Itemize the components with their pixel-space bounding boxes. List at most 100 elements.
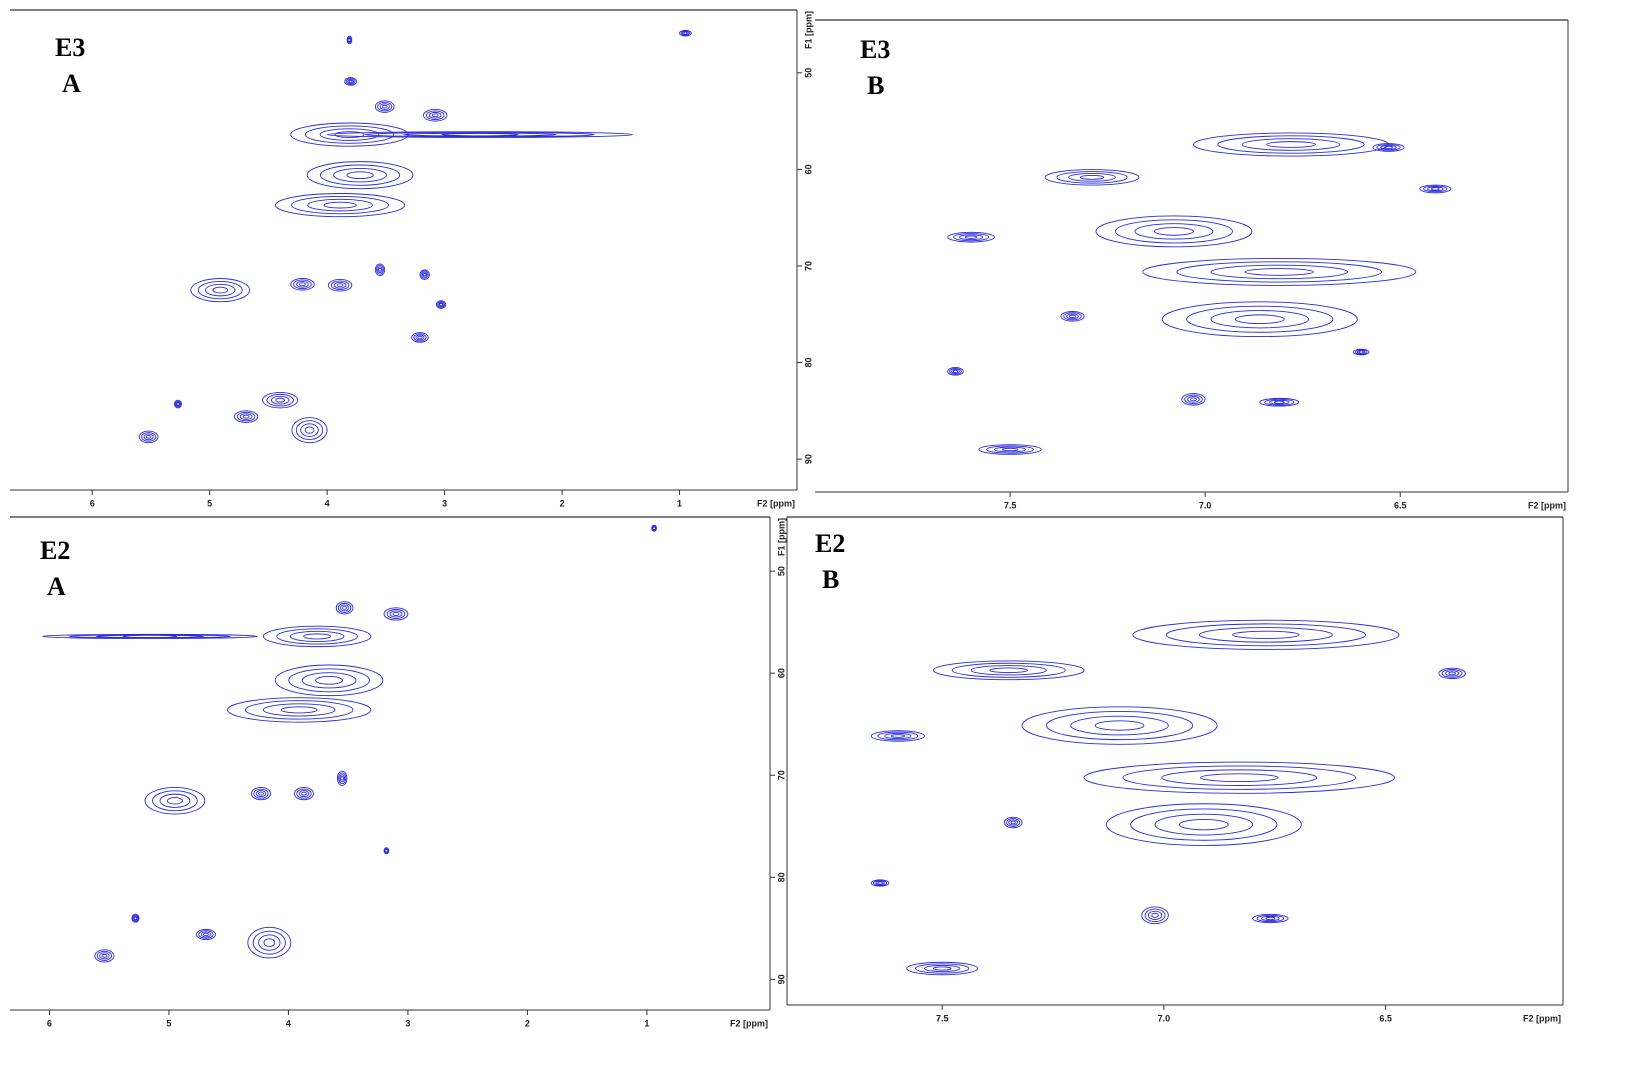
peak: [1259, 397, 1300, 407]
panel-label: E2: [815, 529, 845, 558]
contour: [239, 413, 253, 420]
contour: [1259, 397, 1300, 407]
contour: [376, 265, 384, 275]
contour: [293, 787, 314, 801]
contour: [1021, 706, 1218, 745]
contour: [345, 78, 356, 85]
contour: [1200, 773, 1279, 783]
peak: [1083, 761, 1395, 794]
contour: [1198, 627, 1333, 643]
contour: [291, 417, 328, 444]
x-tick-label: 7.5: [1004, 500, 1017, 510]
contour: [652, 526, 657, 530]
peak: [250, 787, 271, 801]
contour: [1441, 669, 1463, 678]
peak: [383, 847, 390, 855]
contour: [1187, 395, 1200, 403]
peak: [293, 787, 314, 801]
contour: [296, 280, 309, 288]
contour: [338, 772, 347, 785]
contour: [1079, 174, 1105, 180]
contour: [347, 38, 352, 42]
contour: [339, 604, 350, 612]
contour: [651, 524, 657, 532]
x-tick-label: 4: [286, 1018, 291, 1028]
contour: [290, 278, 315, 291]
contour: [951, 368, 960, 374]
contour: [364, 131, 595, 138]
y-tick-label: 60: [776, 668, 786, 678]
x-tick-label: 5: [207, 498, 212, 508]
contour: [236, 411, 256, 422]
contour: [346, 171, 374, 179]
y-tick-label: 90: [776, 974, 786, 984]
contour: [122, 634, 178, 639]
contour: [964, 235, 978, 239]
contour: [386, 608, 406, 620]
contour: [101, 953, 108, 958]
contour: [377, 101, 393, 112]
contour: [340, 776, 345, 781]
contour: [275, 193, 406, 218]
peak: [374, 100, 395, 113]
peak: [1142, 257, 1417, 286]
contour: [252, 930, 286, 955]
contour: [1232, 630, 1300, 639]
contour: [1003, 816, 1023, 829]
y-tick-label: 90: [803, 454, 813, 464]
peak: [290, 122, 409, 147]
contour: [1244, 268, 1314, 276]
y-axis-label: F1 [ppm]: [803, 11, 813, 49]
peak: [906, 961, 979, 976]
contour: [1372, 143, 1405, 152]
contour: [301, 672, 357, 689]
peak: [290, 278, 315, 291]
contour: [377, 266, 383, 274]
contour: [250, 787, 271, 801]
peak: [144, 787, 206, 815]
contour: [421, 271, 428, 278]
peak: [419, 269, 430, 280]
contour: [873, 880, 888, 886]
contour: [411, 332, 429, 343]
peak: [190, 278, 251, 303]
x-axis-label: F2 [ppm]: [1528, 500, 1566, 510]
contour: [174, 400, 182, 408]
contour: [422, 272, 427, 277]
contour: [198, 930, 214, 939]
contour: [253, 788, 269, 799]
peak: [173, 399, 182, 409]
contour: [438, 302, 444, 307]
contour: [96, 950, 113, 961]
contour: [1142, 257, 1417, 286]
x-tick-label: 7.0: [1158, 1013, 1171, 1023]
peak: [247, 926, 292, 959]
x-axis-label: F2 [ppm]: [1523, 1013, 1561, 1023]
x-tick-label: 2: [560, 498, 565, 508]
peak: [978, 444, 1042, 455]
panel-label: A: [47, 572, 66, 601]
contour: [1184, 394, 1203, 405]
peak: [651, 524, 657, 532]
contour: [315, 676, 343, 685]
peak: [1095, 215, 1253, 248]
contour: [298, 790, 310, 798]
contour: [392, 611, 400, 616]
contour: [1241, 138, 1341, 151]
contour: [932, 660, 1085, 681]
x-tick-label: 5: [166, 1018, 171, 1028]
x-tick-label: 1: [677, 498, 682, 508]
peak: [1060, 311, 1085, 322]
peak: [374, 263, 386, 277]
contour: [1438, 667, 1466, 680]
contour: [141, 432, 157, 442]
peak: [1161, 301, 1358, 338]
y-tick-label: 60: [803, 164, 813, 174]
y-axis-label: F1 [ppm]: [776, 518, 786, 556]
contour: [326, 131, 634, 138]
contour: [333, 281, 347, 289]
peak: [233, 410, 259, 423]
contour: [233, 410, 259, 423]
contour: [41, 633, 258, 639]
contour: [906, 961, 979, 976]
